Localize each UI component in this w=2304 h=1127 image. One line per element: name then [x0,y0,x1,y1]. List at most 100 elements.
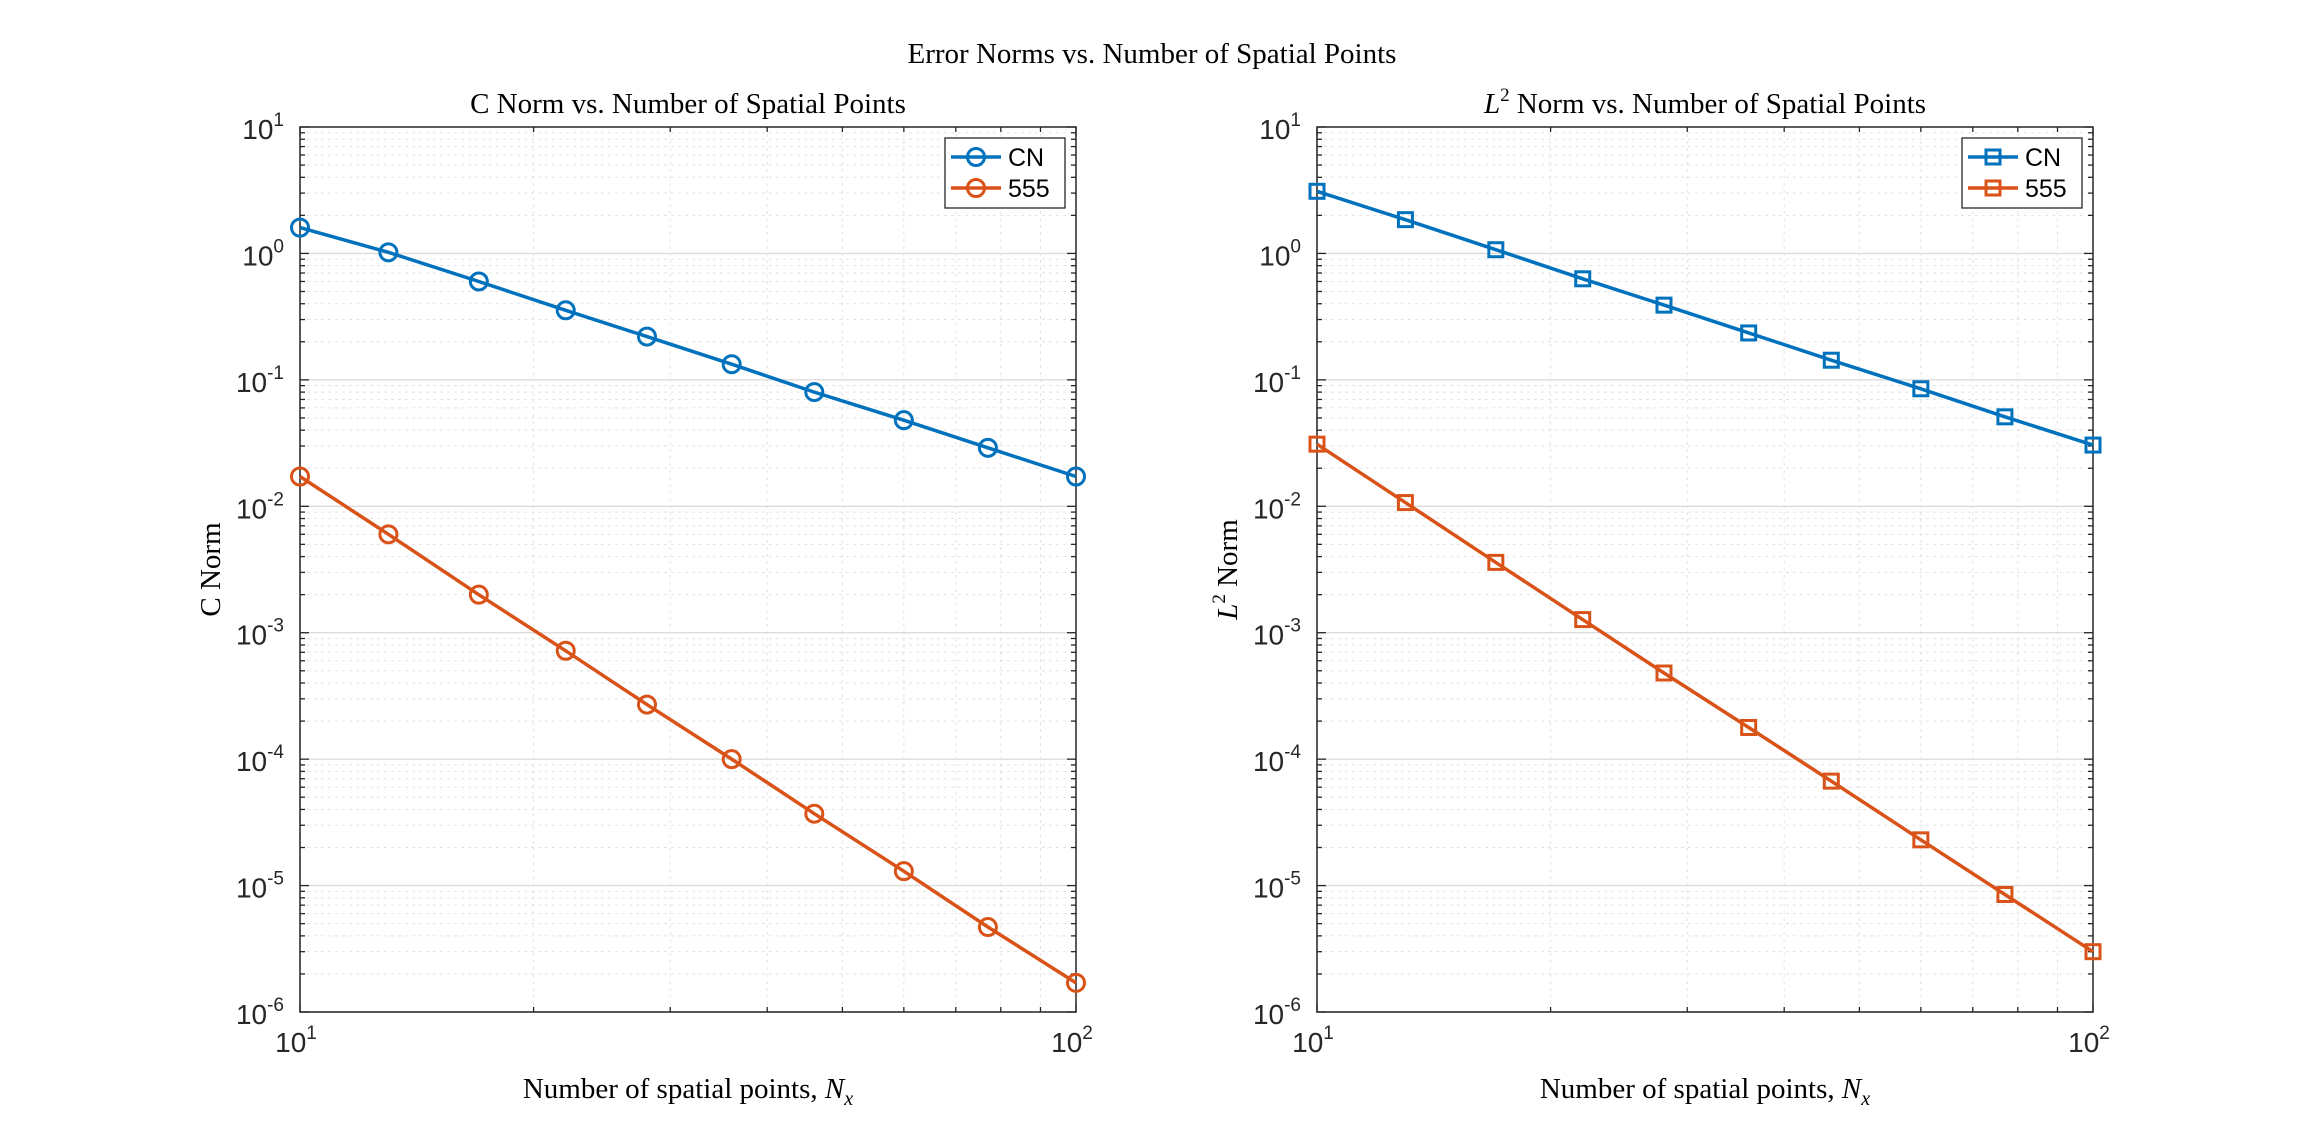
x-tick-label: 102 [1051,1023,1093,1058]
series-line [1316,442,2094,954]
x-axis-label: Number of spatial points, Nx [523,1073,853,1110]
data-point [1308,435,1326,453]
data-point [1655,296,1673,314]
data-point [468,271,489,292]
y-axis-label: L2 Norm [1209,519,1244,621]
y-tick-label: 10-1 [236,363,284,398]
data-point [1487,553,1505,571]
x-axis-label-sub: x [1860,1088,1870,1110]
data-point [804,382,825,403]
x-tick-label-base: 10 [1051,1027,1082,1058]
series-line [299,475,1077,985]
x-tick-label-base: 10 [2068,1027,2099,1058]
data-point [1912,380,1930,398]
legend-label: 555 [2025,175,2067,203]
x-axis-label: Number of spatial points, Nx [1540,1073,1870,1110]
legend-box [1961,137,2083,209]
y-tick-label: 101 [242,110,284,145]
x-axis-label-var: N [1841,1073,1863,1105]
y-tick-label-base: 10 [236,873,267,904]
x-tick-label-exponent: 2 [2099,1023,2110,1044]
y-tick-label-base: 10 [236,746,267,777]
axes-box [299,126,1077,1013]
data-point [893,861,914,882]
y-tick-label-exponent: -4 [267,742,284,763]
y-axis-label-var: L [1212,604,1244,621]
x-tick-label-base: 10 [1292,1027,1323,1058]
y-axis-label-text: C Norm [195,522,227,617]
y-tick-label: 100 [242,236,284,271]
x-tick-label-exponent: 1 [1323,1023,1334,1044]
y-tick-label-base: 10 [1259,114,1290,145]
axes-title: L2 Norm vs. Number of Spatial Points [1483,85,1926,120]
data-point [1822,351,1840,369]
legend-marker [966,147,986,167]
y-tick-label-base: 10 [1253,999,1284,1030]
y-tick-label: 10-2 [1253,489,1301,524]
data-point [290,466,310,487]
data-point [977,437,998,458]
y-tick-label-exponent: -1 [1284,363,1301,384]
y-tick-label: 100 [1259,236,1301,271]
legend: CN 555 [944,137,1066,209]
data-point [1574,611,1592,629]
data-point [1740,718,1758,736]
legend-box [944,137,1066,209]
data-point [804,803,825,824]
y-tick-label-exponent: -6 [267,995,284,1016]
y-tick-label: 10-4 [236,742,284,777]
x-axis-label-var: N [824,1073,846,1105]
y-tick-label-exponent: -2 [267,489,284,510]
axes-title-var: L [1483,88,1500,120]
data-point [893,410,914,431]
x-tick-label-exponent: 2 [1082,1023,1093,1044]
x-tick-label: 101 [1292,1023,1334,1058]
y-tick-label-base: 10 [242,114,273,145]
y-tick-label-exponent: -6 [1284,995,1301,1016]
y-tick-label: 10-5 [1253,869,1301,904]
y-tick-label: 10-6 [236,995,284,1030]
y-tick-label-base: 10 [1259,240,1290,271]
x-tick-label-base: 10 [275,1027,306,1058]
y-tick-label: 10-6 [1253,995,1301,1030]
data-point [1066,972,1086,993]
y-axis-label-sup: 2 [1209,594,1230,604]
data-point [721,749,742,770]
legend-marker [966,178,986,198]
series-555 [290,466,1086,993]
y-axis-label-text: Norm [1212,519,1244,594]
data-point [636,326,657,347]
legend-label: 555 [1008,175,1050,203]
y-tick-label-exponent: 1 [1290,110,1301,131]
y-tick-label-base: 10 [236,493,267,524]
axes-title-sup: 2 [1500,85,1510,106]
series-555 [1308,435,2102,961]
data-point [1487,241,1505,259]
y-tick-label-base: 10 [236,367,267,398]
y-tick-label-exponent: -3 [1284,616,1301,637]
x-tick-label: 102 [2068,1023,2110,1058]
legend-label: CN [2025,144,2061,172]
data-point [977,917,998,938]
y-tick-label-base: 10 [242,240,273,271]
axes-box [1316,126,2094,1013]
data-point [1396,494,1414,512]
y-tick-label-base: 10 [1253,873,1284,904]
data-point [2084,436,2102,454]
y-tick-label: 10-3 [1253,616,1301,651]
data-point [1912,831,1930,849]
x-axis-label-text: Number of spatial points, [1540,1073,1842,1105]
x-axis-label-text: Number of spatial points, [523,1073,825,1105]
grid-lines [299,127,1076,1013]
y-tick-label-exponent: -2 [1284,489,1301,510]
legend-marker [1984,179,2002,197]
data-point [468,584,489,605]
y-tick-label: 10-4 [1253,742,1301,777]
y-tick-label-base: 10 [1253,620,1284,651]
series-line [1316,189,2094,447]
data-point [1996,885,2014,903]
data-point [1822,772,1840,790]
axes-background [300,127,1076,1012]
